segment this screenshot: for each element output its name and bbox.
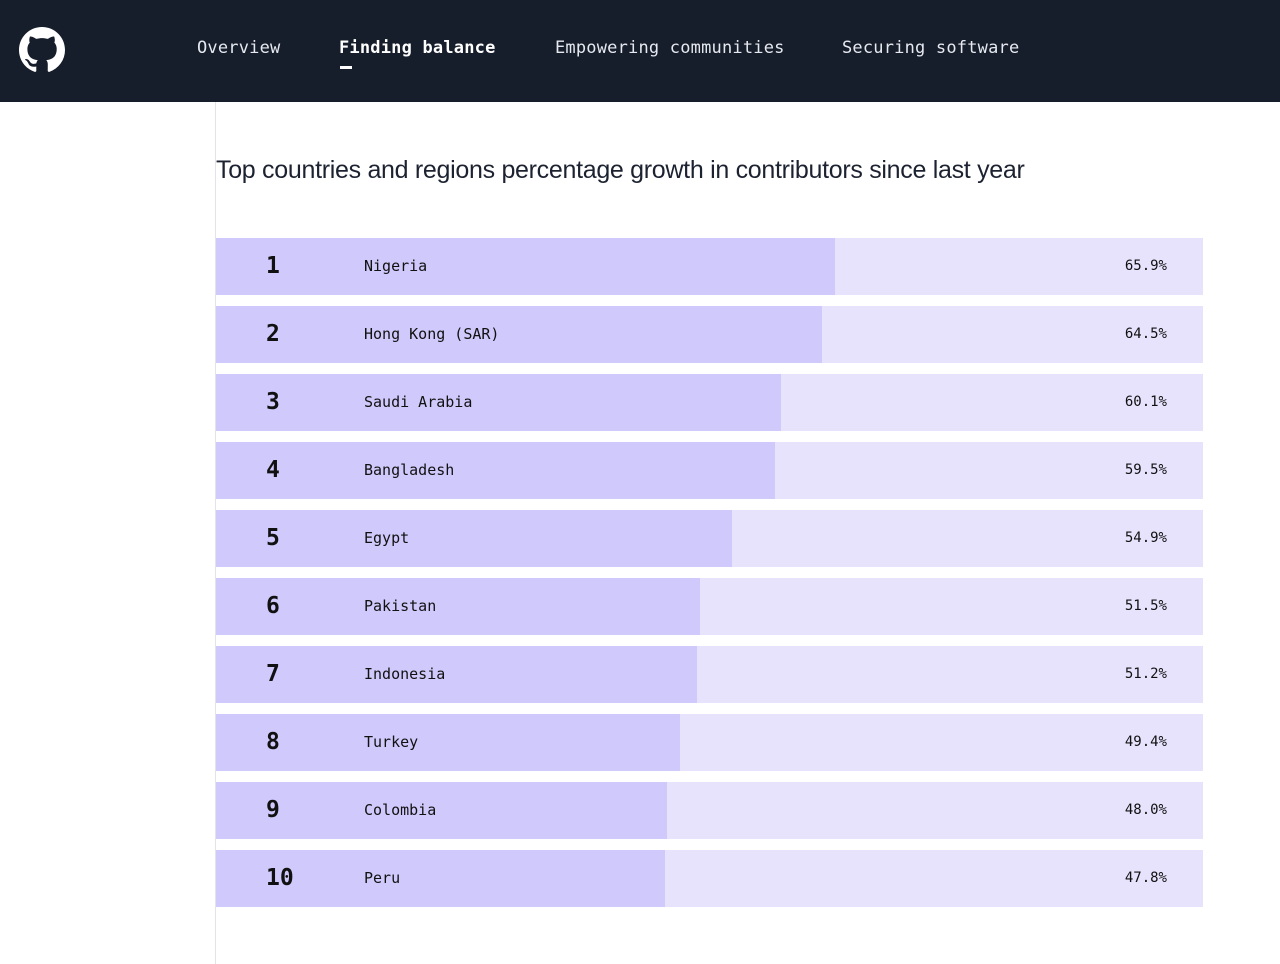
rank-label: 7 (266, 661, 280, 687)
category-label: Hong Kong (SAR) (364, 325, 500, 343)
category-label: Colombia (364, 801, 437, 819)
content-divider (215, 102, 216, 964)
value-label: 47.8% (1124, 870, 1167, 886)
rank-label: 10 (266, 865, 294, 891)
active-tab-indicator (340, 66, 352, 69)
category-label: Turkey (364, 733, 419, 751)
rank-label: 9 (266, 797, 280, 823)
chart-row: 7 Indonesia 51.2% (216, 646, 1203, 703)
tab-securing-software[interactable]: Securing software (842, 38, 1020, 58)
value-label: 48.0% (1124, 802, 1167, 818)
chart-row: 1 Nigeria 65.9% (216, 238, 1203, 295)
chart-row: 5 Egypt 54.9% (216, 510, 1203, 567)
bar (216, 850, 665, 907)
bar (216, 306, 822, 363)
bar (216, 510, 732, 567)
value-label: 54.9% (1124, 530, 1167, 546)
chart-row: 3 Saudi Arabia 60.1% (216, 374, 1203, 431)
value-label: 51.5% (1124, 598, 1167, 614)
chart-row: 8 Turkey 49.4% (216, 714, 1203, 771)
chart-title: Top countries and regions percentage gro… (216, 156, 1025, 184)
top-navigation: Overview Finding balance Empowering comm… (0, 0, 1280, 102)
value-label: 51.2% (1124, 666, 1167, 682)
value-label: 65.9% (1124, 258, 1167, 274)
bar (216, 374, 781, 431)
rank-label: 8 (266, 729, 280, 755)
chart-row: 2 Hong Kong (SAR) 64.5% (216, 306, 1203, 363)
tab-empowering-communities[interactable]: Empowering communities (555, 38, 785, 58)
rank-label: 5 (266, 525, 280, 551)
category-label: Peru (364, 869, 401, 887)
bar (216, 442, 775, 499)
chart-row: 10 Peru 47.8% (216, 850, 1203, 907)
category-label: Egypt (364, 529, 410, 547)
github-logo-icon[interactable] (19, 27, 65, 73)
category-label: Saudi Arabia (364, 393, 473, 411)
category-label: Nigeria (364, 257, 428, 275)
bar (216, 238, 835, 295)
chart-row: 9 Colombia 48.0% (216, 782, 1203, 839)
rank-label: 2 (266, 321, 280, 347)
rank-label: 4 (266, 457, 280, 483)
category-label: Bangladesh (364, 461, 455, 479)
github-octocat-icon (19, 27, 65, 72)
bar (216, 578, 700, 635)
chart-row: 6 Pakistan 51.5% (216, 578, 1203, 635)
bar (216, 782, 667, 839)
value-label: 64.5% (1124, 326, 1167, 342)
rank-label: 1 (266, 253, 280, 279)
bar (216, 646, 697, 703)
rank-label: 3 (266, 389, 280, 415)
tab-finding-balance[interactable]: Finding balance (339, 38, 496, 58)
tab-overview[interactable]: Overview (197, 38, 281, 58)
value-label: 60.1% (1124, 394, 1167, 410)
category-label: Pakistan (364, 597, 437, 615)
rank-label: 6 (266, 593, 280, 619)
category-label: Indonesia (364, 665, 446, 683)
value-label: 59.5% (1124, 462, 1167, 478)
bar (216, 714, 680, 771)
chart-row: 4 Bangladesh 59.5% (216, 442, 1203, 499)
value-label: 49.4% (1124, 734, 1167, 750)
